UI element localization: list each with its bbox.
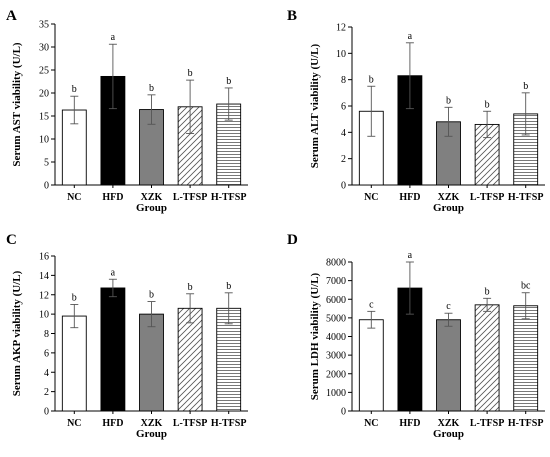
significance-label: b xyxy=(226,281,231,292)
y-tick-label: 20 xyxy=(39,89,49,100)
x-tick-label: XZK xyxy=(438,192,460,203)
significance-label: b xyxy=(188,68,193,79)
significance-label: a xyxy=(408,31,413,42)
y-tick-label: 35 xyxy=(39,20,49,31)
significance-label: b xyxy=(369,74,374,85)
panel-letter: C xyxy=(6,232,17,248)
y-tick-label: 30 xyxy=(39,43,49,54)
chart-panel-b: B 0 2 4 6 8 10 12 Serum ALT viability (U/L) b NC a H… xyxy=(287,8,545,214)
y-tick-label: 5 xyxy=(44,158,49,169)
bar-h-tfsp xyxy=(513,305,539,412)
y-tick-label: 7000 xyxy=(326,276,346,287)
significance-label: bc xyxy=(521,281,531,292)
x-tick-label: HFD xyxy=(102,192,123,203)
x-tick-label: NC xyxy=(67,418,81,429)
significance-label: b xyxy=(523,81,528,92)
y-tick-label: 0 xyxy=(341,407,346,418)
significance-label: b xyxy=(149,290,154,301)
significance-label: c xyxy=(369,299,374,310)
y-tick-label: 8 xyxy=(341,75,346,86)
y-tick-label: 0 xyxy=(44,407,49,418)
x-tick-label: H-TFSP xyxy=(508,192,544,203)
chart-panel-c: C 0 2 4 6 8 10 12 14 16 Serum AKP viability (U/L) b… xyxy=(6,232,248,440)
significance-label: b xyxy=(149,83,154,94)
bar-l-tfsp xyxy=(474,304,500,412)
significance-label: b xyxy=(72,84,77,95)
y-tick-label: 0 xyxy=(44,181,49,192)
x-tick-label: H-TFSP xyxy=(508,418,544,429)
y-tick-label: 12 xyxy=(39,290,49,301)
significance-label: b xyxy=(226,76,231,87)
y-tick-label: 3000 xyxy=(326,351,346,362)
y-tick-label: 4 xyxy=(44,368,49,379)
panel-letter: B xyxy=(287,8,297,24)
y-tick-label: 10 xyxy=(336,49,346,60)
x-tick-label: NC xyxy=(364,192,378,203)
y-tick-label: 1000 xyxy=(326,388,346,399)
x-tick-label: L-TFSP xyxy=(470,418,504,429)
x-tick-label: XZK xyxy=(141,418,163,429)
significance-label: a xyxy=(408,250,413,261)
y-tick-label: 2000 xyxy=(326,369,346,380)
y-tick-label: 0 xyxy=(341,181,346,192)
x-tick-label: HFD xyxy=(399,418,420,429)
significance-label: b xyxy=(485,99,490,110)
x-axis-title: Group xyxy=(433,428,464,440)
x-axis-title: Group xyxy=(433,202,464,214)
y-tick-label: 8000 xyxy=(326,258,346,269)
y-tick-label: 2 xyxy=(341,154,346,165)
bar-xzk xyxy=(139,313,164,412)
x-tick-label: XZK xyxy=(141,192,163,203)
x-tick-label: L-TFSP xyxy=(470,192,504,203)
x-axis-title: Group xyxy=(136,202,167,214)
panel-letter: A xyxy=(6,8,17,24)
x-tick-label: L-TFSP xyxy=(173,418,207,429)
significance-label: c xyxy=(446,301,451,312)
y-tick-label: 6 xyxy=(341,102,346,113)
y-tick-label: 15 xyxy=(39,112,49,123)
panel-letter: D xyxy=(287,232,298,248)
significance-label: b xyxy=(72,292,77,303)
x-tick-label: NC xyxy=(364,418,378,429)
y-tick-label: 10 xyxy=(39,310,49,321)
significance-label: b xyxy=(446,95,451,106)
bar-l-tfsp xyxy=(177,307,203,412)
y-axis-title: Serum AKP viability (U/L) xyxy=(11,270,23,396)
x-axis-title: Group xyxy=(136,428,167,440)
significance-label: a xyxy=(111,32,116,43)
y-tick-label: 16 xyxy=(39,252,49,263)
significance-label: b xyxy=(188,282,193,293)
y-tick-label: 4 xyxy=(341,128,346,139)
y-axis-title: Serum LDH viability (U/L) xyxy=(309,272,321,400)
y-tick-label: 6 xyxy=(44,348,49,359)
bar-hfd xyxy=(100,287,126,412)
y-tick-label: 10 xyxy=(39,135,49,146)
x-tick-label: HFD xyxy=(102,418,123,429)
y-axis-title: Serum ALT viability (U/L) xyxy=(309,43,321,168)
x-tick-label: H-TFSP xyxy=(211,192,247,203)
significance-label: b xyxy=(485,286,490,297)
bar-nc xyxy=(358,319,384,412)
chart-panel-a: A 0 5 10 15 20 25 30 35 Serum AST viability (U/L)… xyxy=(6,8,248,214)
y-tick-label: 12 xyxy=(336,23,346,34)
x-tick-label: XZK xyxy=(438,418,460,429)
y-tick-label: 14 xyxy=(39,271,49,282)
chart-panel-d: D 0 1000 2000 3000 4000 5000 6000 7000 8000 Serum … xyxy=(287,232,545,440)
significance-label: a xyxy=(111,267,116,278)
y-tick-label: 8 xyxy=(44,329,49,340)
x-tick-label: HFD xyxy=(399,192,420,203)
y-tick-label: 2 xyxy=(44,387,49,398)
bar-xzk xyxy=(436,319,461,412)
bar-nc xyxy=(61,315,87,412)
y-tick-label: 25 xyxy=(39,66,49,77)
y-tick-label: 5000 xyxy=(326,313,346,324)
x-tick-label: NC xyxy=(67,192,81,203)
x-tick-label: H-TFSP xyxy=(211,418,247,429)
x-tick-label: L-TFSP xyxy=(173,192,207,203)
y-axis-title: Serum AST viability (U/L) xyxy=(11,42,23,167)
y-tick-label: 4000 xyxy=(326,332,346,343)
y-tick-label: 6000 xyxy=(326,295,346,306)
